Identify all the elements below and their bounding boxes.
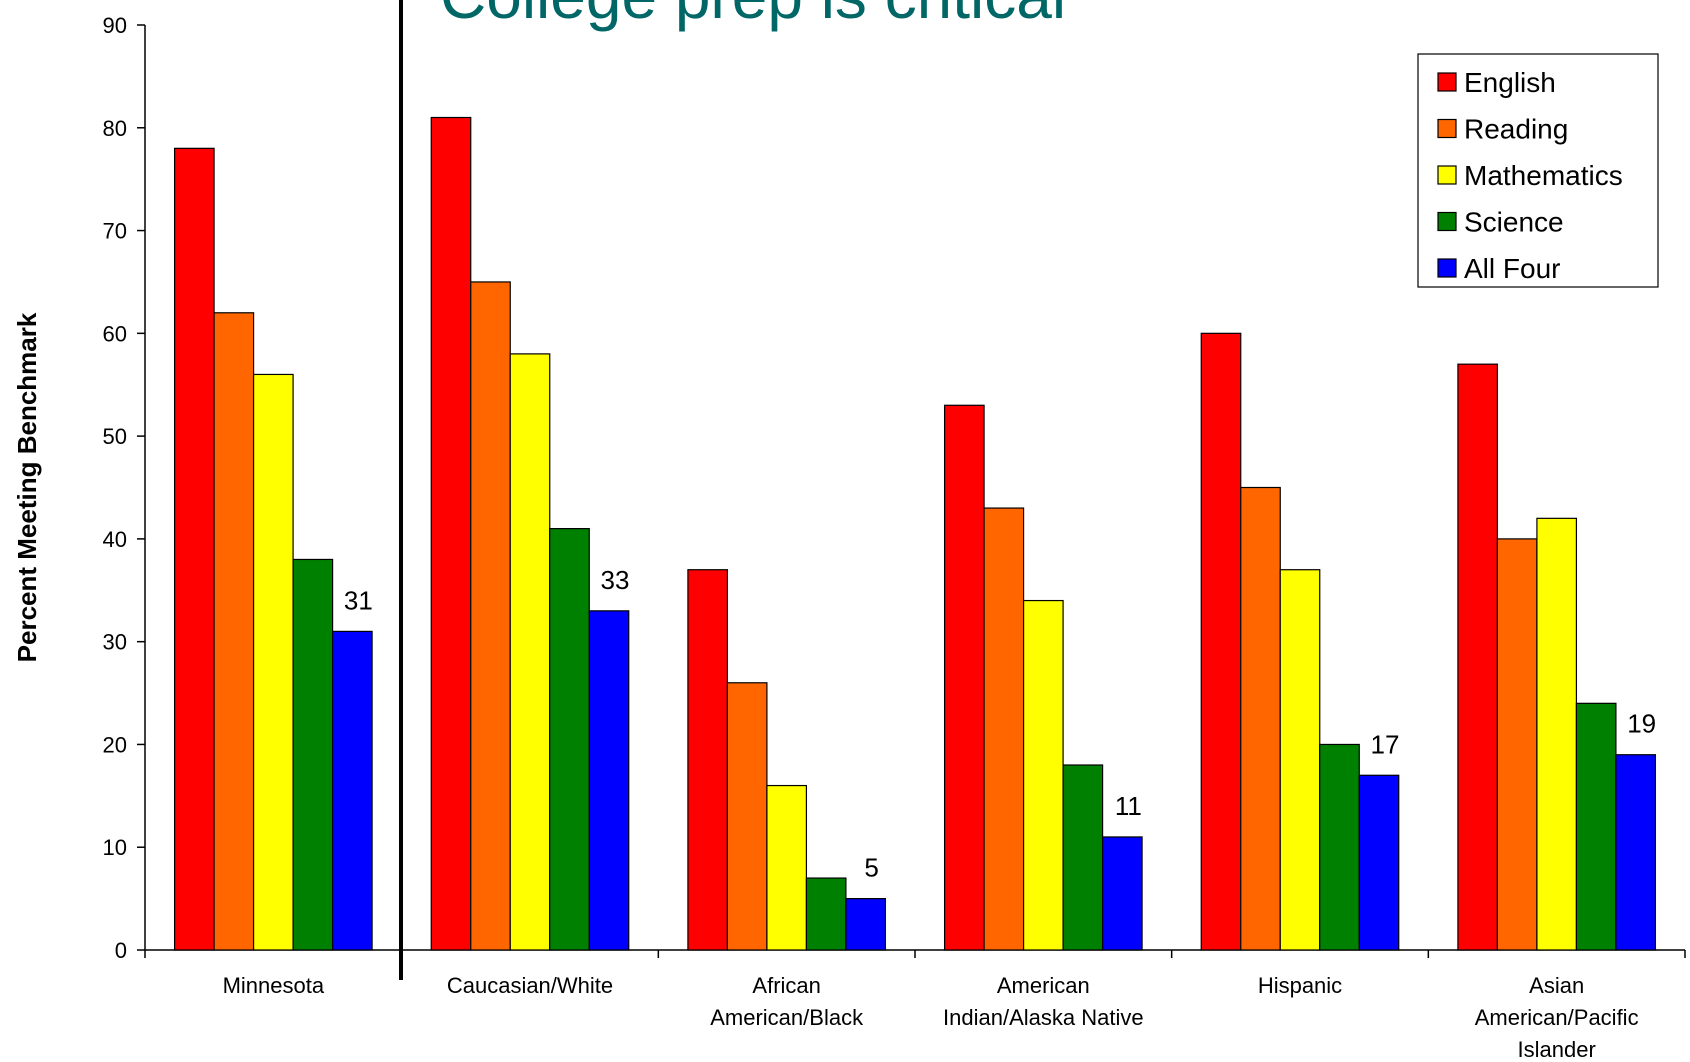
bar-english — [430, 116, 472, 951]
bar-reading — [1496, 538, 1538, 951]
legend-swatch — [1437, 72, 1457, 92]
legend: English Reading Mathematics Science All Four — [1417, 53, 1659, 288]
x-category-label: Minnesota — [223, 973, 325, 998]
bar-science — [805, 877, 847, 951]
bar-reading — [470, 281, 511, 951]
bar-mathematics — [1022, 599, 1064, 951]
bar-mathematics — [252, 373, 294, 951]
bar-reading — [726, 682, 768, 951]
data-label: 33 — [601, 565, 630, 595]
x-category-label: Caucasian/White — [447, 973, 613, 998]
x-category-label: Asian American/Pacific Islander — [1475, 973, 1639, 1062]
data-label: 11 — [1115, 791, 1142, 821]
bar-reading — [213, 312, 255, 951]
data-label: 31 — [344, 585, 373, 615]
legend-entry: Reading — [1464, 114, 1568, 145]
bar-mathematics — [1279, 569, 1321, 951]
bar-mathematics — [1536, 517, 1578, 951]
y-tick-label: 60 — [103, 321, 127, 346]
bar-mathematics — [766, 784, 808, 951]
bar-all-four — [331, 630, 373, 951]
legend-swatch — [1437, 165, 1457, 185]
bar-english — [173, 147, 215, 951]
legend-entry: All Four — [1464, 253, 1560, 284]
bar-science — [549, 528, 590, 951]
bar-science — [1319, 743, 1360, 951]
y-tick-label: 50 — [103, 424, 127, 449]
bar-mathematics — [509, 353, 551, 951]
legend-box — [1417, 53, 1659, 288]
bar-all-four — [1101, 836, 1143, 951]
bar-reading — [1240, 486, 1281, 951]
bar-all-four — [1615, 754, 1657, 951]
data-label: 19 — [1627, 709, 1656, 739]
y-tick-label: 80 — [103, 116, 127, 141]
bar-all-four — [588, 610, 630, 951]
bar-english — [1200, 332, 1242, 951]
legend-entry: English — [1464, 67, 1556, 98]
x-category-label: Hispanic — [1258, 973, 1342, 998]
plot-area: 0 10 20 30 40 50 60 70 80 90 Percent Meeting Bench… — [12, 0, 1686, 1062]
y-tick-label: 0 — [115, 938, 127, 963]
y-tick-label: 20 — [103, 732, 127, 757]
bar-science — [1062, 764, 1104, 951]
legend-entry: Science — [1464, 207, 1564, 238]
bar-all-four — [1358, 774, 1400, 951]
y-tick-label: 30 — [103, 630, 127, 655]
chart-title: College prep is critical — [440, 0, 1066, 32]
bar-science — [292, 558, 334, 951]
data-label: 5 — [864, 853, 878, 883]
legend-swatch — [1437, 118, 1457, 139]
bar-english — [943, 404, 985, 951]
legend-entry: Mathematics — [1464, 160, 1623, 191]
bar-english — [1457, 363, 1499, 951]
bar-reading — [983, 507, 1025, 951]
y-tick-label: 70 — [103, 219, 127, 244]
y-tick-label: 40 — [103, 527, 127, 552]
bar-english — [687, 569, 729, 951]
x-category-label: American Indian/Alaska Native — [943, 973, 1144, 1030]
y-tick-label: 10 — [103, 835, 127, 860]
bar-all-four — [845, 898, 887, 951]
y-axis-label: Percent Meeting Benchmark — [12, 312, 42, 662]
data-label: 17 — [1371, 729, 1400, 759]
y-tick-label: 90 — [103, 13, 127, 38]
x-category-label: African American/Black — [710, 973, 864, 1030]
legend-swatch — [1437, 258, 1457, 278]
legend-swatch — [1437, 211, 1457, 232]
bar-science — [1575, 702, 1617, 951]
